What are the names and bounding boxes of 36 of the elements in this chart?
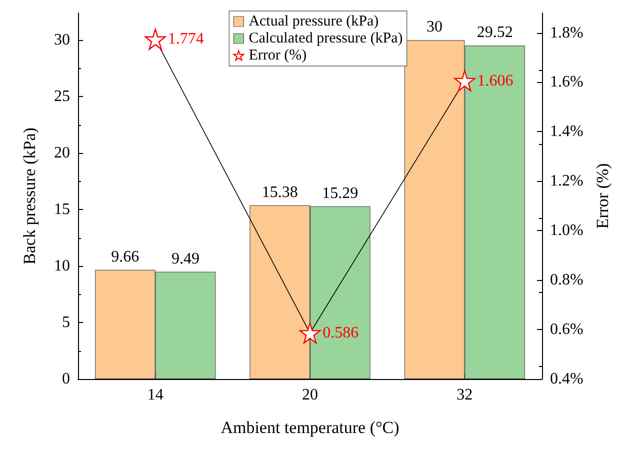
y2-tick-label: 1.4% xyxy=(550,123,584,140)
y2-tick-label: 0.6% xyxy=(550,321,584,338)
y2-tick-label: 1.2% xyxy=(550,172,584,190)
x-axis-title: Ambient temperature (°C) xyxy=(220,418,400,437)
data-label: 15.29 xyxy=(322,184,358,202)
x-tick-label: 14 xyxy=(147,386,164,404)
point xyxy=(299,322,321,344)
x-tick-label: 32 xyxy=(456,386,473,404)
point xyxy=(144,28,166,50)
legend-label: Calculated pressure (kPa) xyxy=(248,30,403,46)
y-tick-label: 5 xyxy=(62,314,70,332)
y-tick-label: 25 xyxy=(54,88,70,106)
y2-tick-label: 1.6% xyxy=(550,74,584,91)
y2-tick-label: 0.8% xyxy=(550,272,584,289)
y-tick-label: 30 xyxy=(54,32,70,49)
data-label: 9.66 xyxy=(111,248,140,266)
point xyxy=(454,70,476,92)
data-label: 1.606 xyxy=(477,72,514,90)
y2-tick-label: 0.4% xyxy=(550,370,584,388)
x-tick-label: 20 xyxy=(302,386,318,404)
y-tick-label: 20 xyxy=(54,144,70,162)
y-tick-label: 10 xyxy=(54,258,70,275)
y-axis-title: Back pressure (kPa) xyxy=(20,128,39,264)
y-tick-label: 15 xyxy=(54,201,70,218)
data-label: 15.38 xyxy=(262,184,298,201)
y-tick-label: 0 xyxy=(62,370,70,388)
y2-axis-title: Error (%) xyxy=(593,163,612,229)
data-label: 30 xyxy=(426,18,443,36)
legend-label: Error (%) xyxy=(248,48,307,64)
data-label: 9.49 xyxy=(171,250,200,268)
data-label: 1.774 xyxy=(168,30,204,48)
legend-label: Actual pressure (kPa) xyxy=(248,14,379,30)
data-label: 29.52 xyxy=(476,24,513,42)
data-label: 0.586 xyxy=(322,324,359,342)
y2-tick-label: 1.8% xyxy=(550,24,584,42)
y2-tick-label: 1.0% xyxy=(550,222,584,240)
